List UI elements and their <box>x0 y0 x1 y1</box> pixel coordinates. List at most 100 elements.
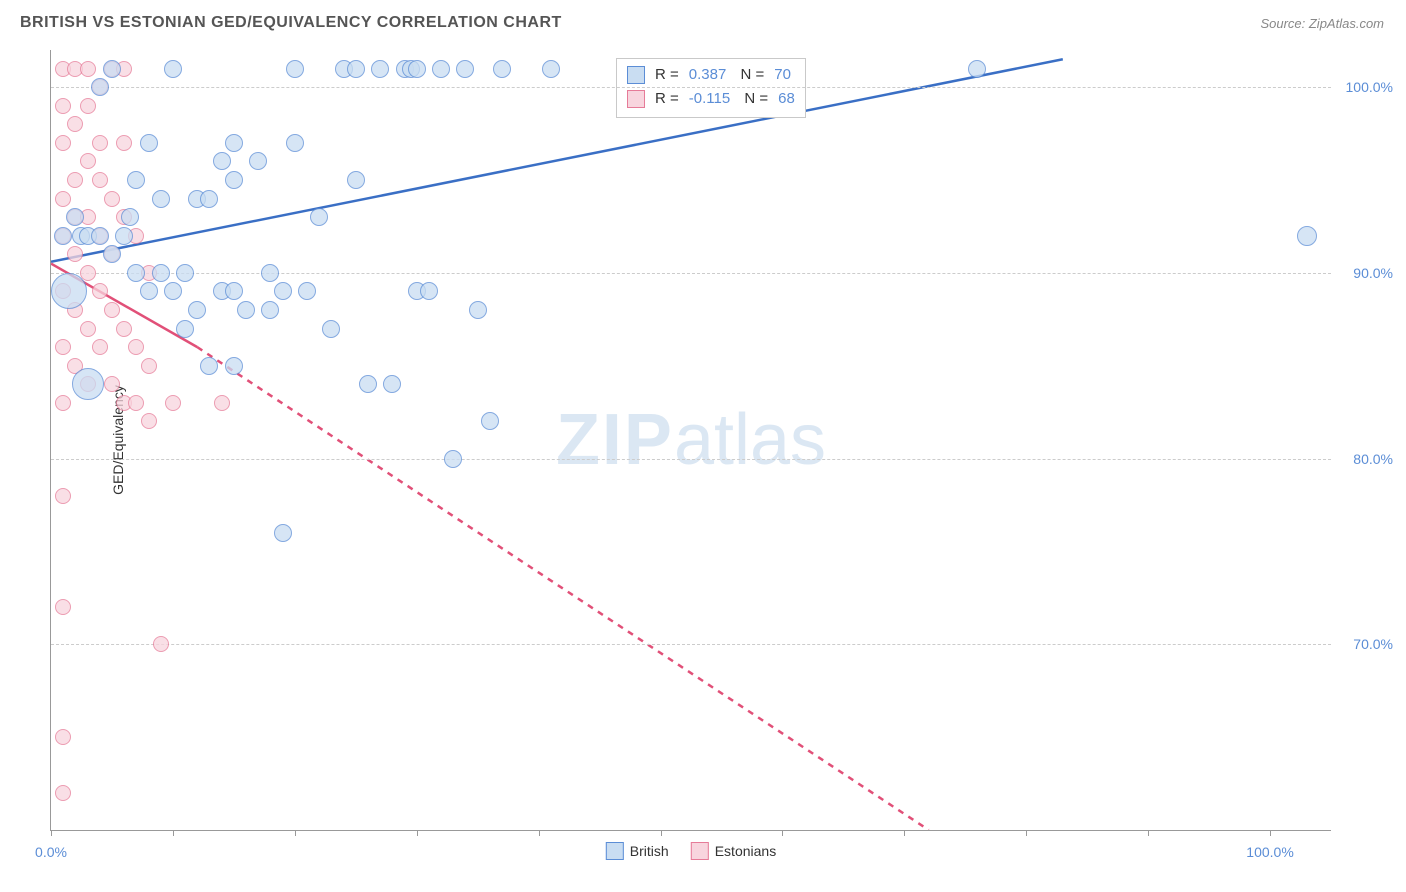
data-point-british <box>456 60 474 78</box>
data-point-estonians <box>55 98 71 114</box>
data-point-british <box>51 273 87 309</box>
data-point-british <box>152 190 170 208</box>
data-point-british <box>249 152 267 170</box>
x-tick <box>173 830 174 836</box>
swatch-british <box>627 66 645 84</box>
x-tick <box>1270 830 1271 836</box>
data-point-estonians <box>128 395 144 411</box>
gridline <box>51 644 1331 645</box>
y-tick-label: 70.0% <box>1353 636 1393 652</box>
data-point-british <box>274 282 292 300</box>
data-point-estonians <box>55 729 71 745</box>
stats-n-label: N = <box>736 63 764 87</box>
data-point-british <box>359 375 377 393</box>
data-point-british <box>127 264 145 282</box>
stats-row-estonians: R = -0.115 N = 68 <box>627 87 795 111</box>
data-point-british <box>200 190 218 208</box>
data-point-estonians <box>104 191 120 207</box>
data-point-british <box>444 450 462 468</box>
data-point-estonians <box>116 135 132 151</box>
stats-row-british: R = 0.387 N = 70 <box>627 63 795 87</box>
data-point-british <box>310 208 328 226</box>
legend-item-british: British <box>606 842 669 860</box>
stats-n-british: 70 <box>774 63 791 87</box>
data-point-british <box>968 60 986 78</box>
x-tick <box>782 830 783 836</box>
data-point-british <box>383 375 401 393</box>
data-point-estonians <box>55 395 71 411</box>
data-point-estonians <box>67 172 83 188</box>
data-point-estonians <box>104 376 120 392</box>
data-point-british <box>225 357 243 375</box>
gridline <box>51 459 1331 460</box>
data-point-estonians <box>141 413 157 429</box>
x-tick <box>1148 830 1149 836</box>
data-point-estonians <box>104 302 120 318</box>
data-point-british <box>140 282 158 300</box>
data-point-british <box>432 60 450 78</box>
data-point-british <box>72 368 104 400</box>
data-point-estonians <box>80 153 96 169</box>
data-point-estonians <box>55 135 71 151</box>
data-point-british <box>347 171 365 189</box>
data-point-estonians <box>128 339 144 355</box>
data-point-british <box>66 208 84 226</box>
data-point-british <box>103 60 121 78</box>
data-point-british <box>127 171 145 189</box>
legend-item-estonians: Estonians <box>691 842 776 860</box>
data-point-british <box>103 245 121 263</box>
data-point-british <box>164 60 182 78</box>
data-point-british <box>176 264 194 282</box>
data-point-estonians <box>80 61 96 77</box>
data-point-estonians <box>92 283 108 299</box>
data-point-estonians <box>80 321 96 337</box>
stats-n-label: N = <box>740 87 768 111</box>
y-tick-label: 100.0% <box>1346 79 1393 95</box>
stats-r-label: R = <box>655 87 679 111</box>
x-tick-label: 0.0% <box>35 844 67 860</box>
stats-r-label: R = <box>655 63 679 87</box>
x-tick <box>51 830 52 836</box>
data-point-british <box>286 60 304 78</box>
data-point-british <box>481 412 499 430</box>
data-point-estonians <box>214 395 230 411</box>
data-point-british <box>140 134 158 152</box>
data-point-british <box>164 282 182 300</box>
x-tick <box>539 830 540 836</box>
data-point-british <box>152 264 170 282</box>
x-tick-label: 100.0% <box>1246 844 1293 860</box>
swatch-estonians <box>627 90 645 108</box>
data-point-estonians <box>55 599 71 615</box>
stats-r-british: 0.387 <box>689 63 727 87</box>
legend-label-estonians: Estonians <box>715 843 776 859</box>
data-point-estonians <box>67 116 83 132</box>
y-tick-label: 80.0% <box>1353 451 1393 467</box>
data-point-british <box>286 134 304 152</box>
data-point-british <box>371 60 389 78</box>
gridline <box>51 273 1331 274</box>
data-point-british <box>261 264 279 282</box>
data-point-british <box>347 60 365 78</box>
x-tick <box>1026 830 1027 836</box>
legend: British Estonians <box>606 842 776 860</box>
data-point-estonians <box>80 98 96 114</box>
data-point-british <box>420 282 438 300</box>
gridline <box>51 87 1331 88</box>
source-attribution: Source: ZipAtlas.com <box>1260 16 1384 31</box>
data-point-british <box>54 227 72 245</box>
data-point-british <box>322 320 340 338</box>
data-point-british <box>408 60 426 78</box>
trend-lines-layer <box>51 50 1331 830</box>
data-point-british <box>225 171 243 189</box>
stats-n-estonians: 68 <box>778 87 795 111</box>
legend-label-british: British <box>630 843 669 859</box>
data-point-british <box>225 282 243 300</box>
data-point-british <box>542 60 560 78</box>
data-point-british <box>91 227 109 245</box>
data-point-estonians <box>55 488 71 504</box>
data-point-british <box>274 524 292 542</box>
data-point-british <box>115 227 133 245</box>
data-point-british <box>91 78 109 96</box>
data-point-british <box>1297 226 1317 246</box>
data-point-british <box>225 134 243 152</box>
